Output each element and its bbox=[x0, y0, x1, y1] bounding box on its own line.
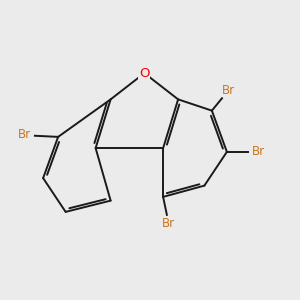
Text: Br: Br bbox=[18, 128, 31, 142]
Text: Br: Br bbox=[222, 83, 235, 97]
Text: O: O bbox=[139, 67, 150, 80]
Text: Br: Br bbox=[252, 146, 265, 158]
Text: Br: Br bbox=[162, 217, 175, 230]
